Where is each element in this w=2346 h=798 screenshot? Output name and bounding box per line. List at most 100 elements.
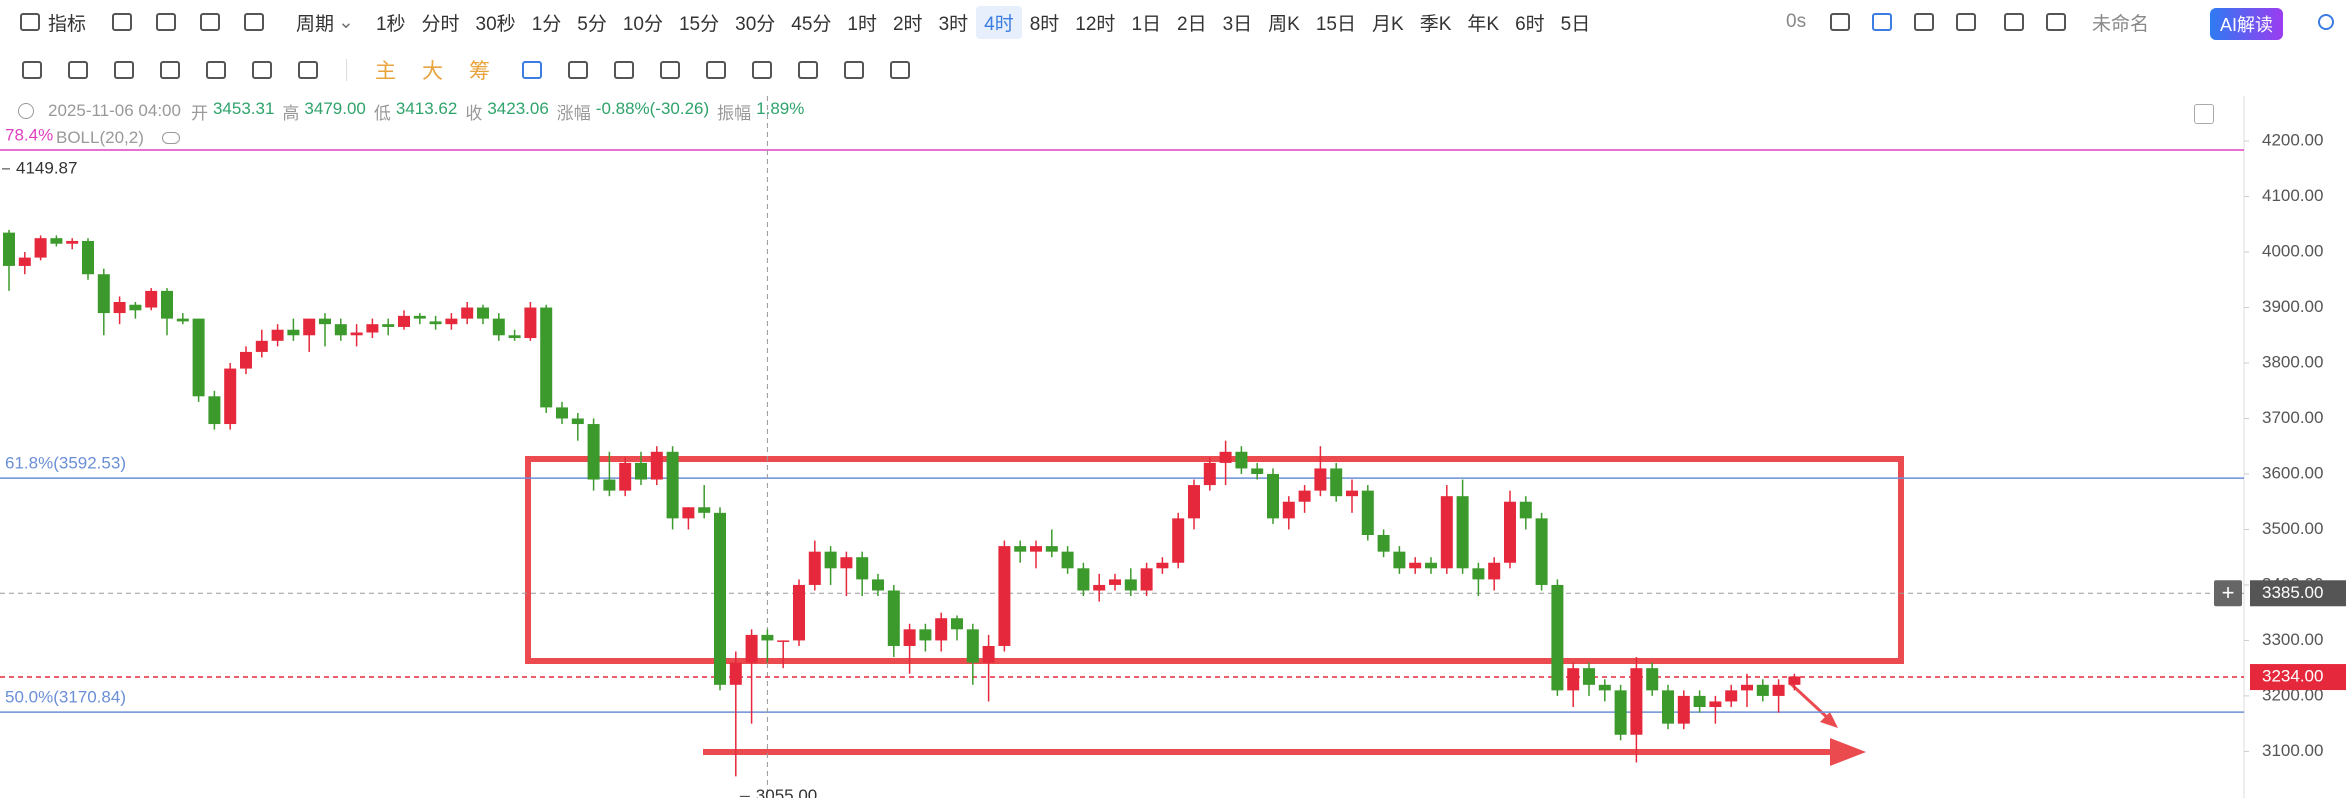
period-option[interactable]: 季K: [1419, 13, 1452, 35]
icon[interactable]: [522, 61, 542, 79]
icon[interactable]: [614, 61, 634, 79]
period-option[interactable]: 2日: [1177, 13, 1207, 35]
y-tick-label: 4100.00: [2262, 186, 2323, 205]
candle-body: [1219, 451, 1232, 463]
icon[interactable]: [568, 61, 588, 79]
expand-icon[interactable]: [2194, 104, 2214, 124]
period-option[interactable]: 15分: [678, 13, 720, 35]
icon[interactable]: [244, 13, 265, 31]
period-option[interactable]: 5分: [577, 13, 607, 35]
candle-body: [303, 318, 316, 336]
period-option[interactable]: 30分: [735, 13, 776, 35]
period-option[interactable]: 1日: [1131, 13, 1162, 35]
icon[interactable]: [2004, 13, 2024, 31]
period-option[interactable]: 3时: [938, 13, 969, 35]
icon[interactable]: [156, 13, 177, 31]
period-option[interactable]: 6时: [1515, 13, 1545, 35]
indicator-button[interactable]: 指标: [48, 13, 87, 35]
info-label: 收: [465, 103, 483, 123]
candle-body: [3, 232, 15, 266]
candle-body: [1551, 584, 1564, 691]
candle-body: [903, 629, 916, 646]
period-option[interactable]: 2时: [892, 13, 923, 35]
overlay-button[interactable]: 筹: [469, 60, 490, 83]
info-value: 3453.31: [212, 98, 275, 118]
overlay-button[interactable]: 主: [375, 60, 396, 83]
drawing-toolbar: 主大筹: [0, 48, 2346, 92]
icon[interactable]: [68, 61, 88, 79]
icon[interactable]: [160, 61, 180, 79]
icon[interactable]: [1914, 13, 1934, 31]
candle-body: [1772, 684, 1785, 696]
eye-icon[interactable]: [161, 132, 180, 144]
candle-body: [508, 335, 521, 339]
icon[interactable]: [200, 13, 221, 31]
collapse-icon[interactable]: [18, 103, 34, 119]
candle-body: [319, 318, 331, 325]
period-list: 1秒 分时 30秒 1分 5分 10分 15分 30分 45分 1时 2时 3时 4时 8时 12时 1日 2日…: [368, 5, 1598, 39]
icon[interactable]: [114, 61, 134, 79]
period-option[interactable]: 年K: [1467, 13, 1500, 35]
candle-body: [1598, 684, 1611, 691]
icon[interactable]: [206, 61, 226, 79]
period-option[interactable]: 5日: [1560, 13, 1591, 35]
period-option[interactable]: 月K: [1372, 13, 1404, 35]
period-option[interactable]: 1秒: [375, 13, 406, 35]
candle-body: [1203, 462, 1216, 486]
icon[interactable]: [252, 61, 272, 79]
icon[interactable]: [112, 13, 133, 31]
candle-body: [1709, 701, 1722, 708]
price-tag: [2250, 580, 2346, 607]
ai-button[interactable]: AI解读: [2210, 8, 2284, 40]
ohlc-items: 开 3453.31 高 3479.00 低 3413.62 收 3423.06 涨幅 -0.88%…: [191, 99, 812, 124]
period-option[interactable]: 3日: [1222, 13, 1253, 35]
workspace-name[interactable]: 未命名: [2092, 13, 2150, 35]
candle-body: [1488, 562, 1501, 580]
price-tag: [2250, 664, 2346, 691]
period-option[interactable]: 周K: [1268, 13, 1300, 35]
icon[interactable]: [298, 61, 318, 79]
candle-body: [492, 318, 505, 336]
icon[interactable]: [706, 61, 726, 79]
icon[interactable]: [660, 61, 680, 79]
period-option[interactable]: 12时: [1075, 13, 1116, 35]
plus: +: [2222, 580, 2235, 605]
arrow-head: [1820, 712, 1838, 728]
period-option[interactable]: 30秒: [475, 13, 516, 35]
candle-body: [1251, 468, 1264, 474]
period-option[interactable]: 4时: [976, 5, 1022, 39]
period-option[interactable]: 8时: [1029, 13, 1060, 35]
y-tick-label: 3900.00: [2262, 297, 2323, 316]
icon[interactable]: [1830, 13, 1850, 31]
icon[interactable]: [890, 61, 910, 79]
candle-body: [398, 315, 410, 327]
period-option[interactable]: 1时: [847, 13, 877, 35]
icon[interactable]: [1872, 13, 1892, 31]
arrow-line: [1789, 682, 1832, 722]
candle-body: [540, 307, 553, 408]
period-option[interactable]: 分时: [421, 13, 460, 35]
icon[interactable]: [2046, 13, 2066, 31]
period-option[interactable]: 15日: [1315, 13, 1356, 35]
period-option[interactable]: 1分: [531, 13, 562, 35]
icon[interactable]: [752, 61, 772, 79]
period-button[interactable]: 周期: [296, 13, 335, 35]
icon[interactable]: [844, 61, 864, 79]
candle-body: [840, 557, 853, 569]
candle-body: [1440, 496, 1453, 569]
candle-body: [635, 462, 647, 480]
icon[interactable]: [20, 13, 40, 31]
icon[interactable]: [1956, 13, 1976, 31]
period-option[interactable]: 10分: [622, 13, 663, 35]
icon[interactable]: [798, 61, 818, 79]
candle-body: [1677, 695, 1690, 724]
period-option[interactable]: 45分: [791, 13, 832, 35]
share-icon[interactable]: [2318, 14, 2334, 30]
y-tick-label: 3500.00: [2262, 519, 2323, 538]
overlay-button[interactable]: 大: [422, 60, 443, 83]
candle-body: [1298, 490, 1311, 502]
info-value: 3413.62: [395, 98, 458, 118]
icon[interactable]: [22, 61, 42, 79]
candle-body: [1361, 490, 1374, 536]
info-label: 涨幅: [556, 103, 591, 123]
